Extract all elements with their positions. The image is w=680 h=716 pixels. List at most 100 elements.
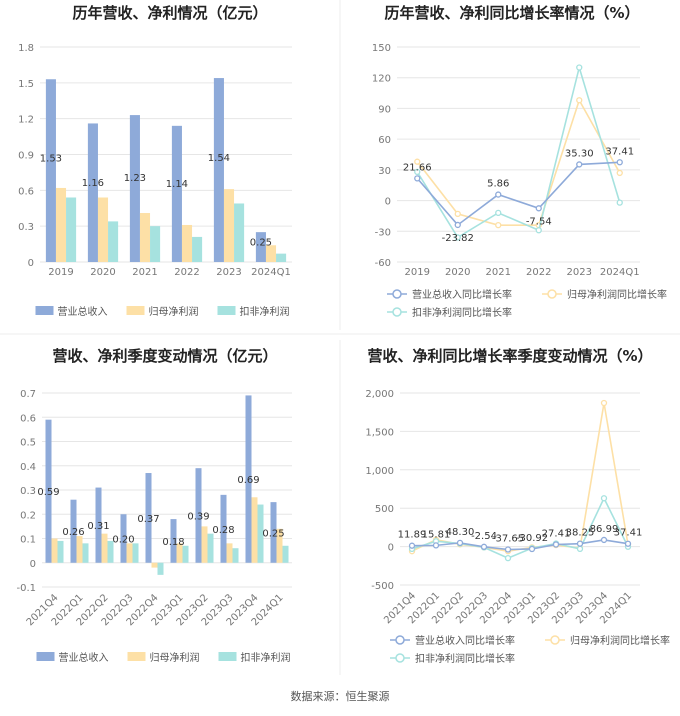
bar bbox=[57, 540, 64, 563]
bar bbox=[213, 78, 224, 262]
y-tick-label: 60 bbox=[378, 135, 391, 146]
data-point bbox=[616, 159, 623, 166]
x-tick-label: 2023 bbox=[216, 267, 241, 278]
bar bbox=[139, 213, 151, 262]
data-point bbox=[576, 64, 583, 71]
y-tick-label: 90 bbox=[378, 104, 391, 115]
bar bbox=[251, 497, 258, 563]
chart-title-annual-bar: 历年营收、净利情况（亿元） bbox=[72, 4, 267, 22]
data-label: 0.26 bbox=[62, 527, 84, 538]
series-line bbox=[416, 161, 620, 227]
bar bbox=[170, 519, 177, 563]
data-point bbox=[600, 536, 608, 544]
y-tick-label: 0.6 bbox=[20, 413, 36, 424]
legend-label: 营业总收入同比增长率 bbox=[412, 288, 512, 301]
y-tick-label: 0 bbox=[385, 197, 391, 208]
x-tick-label: 2022 bbox=[174, 267, 199, 278]
data-point bbox=[504, 554, 512, 562]
data-point bbox=[414, 175, 421, 182]
bar bbox=[55, 187, 67, 262]
data-label: 21.66 bbox=[403, 162, 432, 173]
bar bbox=[232, 548, 239, 563]
series-line bbox=[411, 539, 629, 551]
y-tick-label: 0.3 bbox=[20, 486, 36, 497]
legend-label: 归母净利润同比增长率 bbox=[570, 634, 670, 647]
data-label: -30.92 bbox=[516, 533, 548, 544]
x-tick-label: 2021 bbox=[132, 267, 157, 278]
legend-swatch bbox=[35, 306, 54, 315]
y-tick-label: 0.2 bbox=[20, 510, 36, 521]
data-label: 38.25 bbox=[566, 528, 595, 539]
x-tick-label: 2019 bbox=[48, 267, 73, 278]
data-label: -37.65 bbox=[492, 533, 524, 544]
y-tick-label: 120 bbox=[372, 74, 391, 85]
legend-marker bbox=[547, 289, 557, 299]
data-point bbox=[600, 399, 608, 407]
data-point bbox=[576, 161, 583, 168]
data-point bbox=[535, 227, 542, 234]
legend-swatch bbox=[127, 652, 146, 661]
legend-label: 扣非净利润同比增长率 bbox=[412, 306, 512, 319]
x-tick-label: 2021 bbox=[486, 267, 511, 278]
data-point bbox=[456, 539, 464, 547]
y-tick-label: 0.7 bbox=[20, 389, 36, 400]
quarterly-revenue-profit-chart: -0.100.10.20.30.40.50.60.72021Q42022Q120… bbox=[16, 389, 292, 664]
data-point bbox=[408, 542, 416, 549]
data-point bbox=[454, 234, 461, 241]
data-point bbox=[414, 168, 421, 176]
data-label: 0.28 bbox=[212, 525, 234, 536]
data-label: -2.54 bbox=[471, 531, 497, 542]
bar bbox=[108, 221, 119, 262]
legend-marker bbox=[550, 635, 560, 645]
data-label: 0.18 bbox=[162, 537, 184, 548]
data-point bbox=[616, 169, 623, 177]
data-label: 1.53 bbox=[40, 153, 62, 164]
x-tick-label: 2022 bbox=[526, 267, 551, 278]
y-tick-label: 0 bbox=[28, 258, 34, 269]
bar bbox=[182, 545, 189, 563]
bar bbox=[282, 545, 289, 563]
legend-label: 营业总收入同比增长率 bbox=[415, 634, 515, 647]
bar bbox=[257, 504, 264, 563]
bar bbox=[145, 473, 152, 563]
bar bbox=[87, 123, 98, 262]
bar bbox=[129, 115, 140, 262]
y-tick-label: 0.5 bbox=[20, 438, 36, 449]
y-tick-label: 0.3 bbox=[18, 222, 34, 233]
annual-growth-rate-chart: -60 -30 0 30 60 90 120 150 2019 2020 2021 2022 2023 2… bbox=[372, 43, 667, 319]
data-point bbox=[454, 221, 461, 229]
data-label: 37.41 bbox=[605, 146, 634, 157]
series-line bbox=[416, 98, 621, 226]
bar bbox=[70, 499, 77, 563]
data-label: 1.14 bbox=[166, 179, 188, 190]
x-tick-label: 2024Q1 bbox=[600, 267, 640, 278]
y-tick-label: 0.9 bbox=[18, 151, 34, 162]
bar bbox=[120, 514, 127, 563]
data-label: -7.54 bbox=[526, 216, 552, 227]
y-tick-label: 1.2 bbox=[18, 115, 34, 126]
bar bbox=[150, 226, 161, 262]
data-label: 0.69 bbox=[237, 475, 259, 486]
data-label: 0.37 bbox=[137, 514, 159, 525]
x-tick-label: 2019 bbox=[405, 267, 430, 278]
data-point bbox=[576, 545, 584, 553]
data-label: 0.31 bbox=[87, 521, 109, 532]
data-label: 48.30 bbox=[446, 527, 475, 538]
data-label: 27.41 bbox=[542, 528, 571, 539]
y-tick-label: 1,500 bbox=[365, 427, 394, 438]
data-label: 0.25 bbox=[250, 238, 272, 249]
legend-swatch bbox=[217, 306, 236, 315]
legend-marker bbox=[395, 653, 405, 663]
data-source-note: 数据来源：恒生聚源 bbox=[291, 689, 390, 703]
y-tick-label: 30 bbox=[378, 166, 391, 177]
data-point bbox=[616, 199, 623, 206]
bar bbox=[207, 533, 214, 563]
legend-swatch bbox=[126, 306, 145, 315]
y-tick-label: 150 bbox=[372, 43, 391, 54]
y-tick-label: -500 bbox=[371, 581, 394, 592]
data-label: 11.89 bbox=[398, 530, 427, 541]
legend-label: 归母净利润同比增长率 bbox=[567, 288, 667, 301]
data-label: 0.25 bbox=[262, 528, 284, 539]
y-tick-label: -0.1 bbox=[16, 583, 36, 594]
bar bbox=[270, 502, 277, 563]
